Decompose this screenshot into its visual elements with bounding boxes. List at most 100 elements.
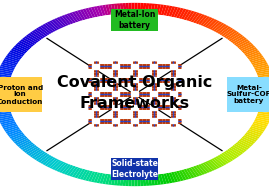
- Polygon shape: [232, 36, 245, 44]
- Polygon shape: [233, 144, 247, 151]
- Polygon shape: [0, 94, 8, 96]
- Polygon shape: [232, 145, 245, 153]
- Polygon shape: [105, 174, 111, 184]
- Polygon shape: [0, 68, 13, 73]
- Polygon shape: [259, 106, 269, 110]
- Polygon shape: [17, 42, 31, 50]
- Polygon shape: [49, 159, 60, 169]
- Polygon shape: [123, 3, 126, 14]
- Polygon shape: [129, 3, 132, 13]
- Polygon shape: [0, 101, 9, 104]
- Polygon shape: [3, 124, 18, 130]
- Bar: [170, 77, 177, 82]
- Bar: [92, 91, 99, 96]
- Polygon shape: [0, 96, 8, 98]
- Polygon shape: [235, 39, 249, 47]
- Polygon shape: [158, 174, 164, 184]
- Polygon shape: [249, 55, 264, 61]
- Bar: [92, 77, 99, 82]
- Polygon shape: [235, 142, 249, 150]
- Polygon shape: [202, 162, 213, 172]
- Polygon shape: [153, 175, 158, 185]
- Bar: [112, 105, 119, 110]
- Polygon shape: [11, 134, 25, 140]
- Polygon shape: [56, 17, 67, 27]
- Polygon shape: [126, 3, 129, 13]
- Polygon shape: [145, 3, 149, 14]
- Polygon shape: [59, 163, 69, 173]
- Polygon shape: [255, 118, 269, 123]
- Polygon shape: [0, 70, 13, 74]
- Polygon shape: [80, 9, 88, 20]
- Bar: [92, 118, 99, 123]
- Polygon shape: [8, 52, 22, 58]
- Polygon shape: [188, 167, 197, 177]
- Polygon shape: [1, 121, 16, 126]
- Polygon shape: [213, 157, 225, 166]
- Polygon shape: [0, 120, 15, 125]
- Polygon shape: [207, 160, 218, 170]
- Polygon shape: [238, 139, 252, 147]
- Polygon shape: [240, 44, 254, 51]
- Polygon shape: [195, 14, 205, 24]
- Polygon shape: [237, 41, 250, 48]
- Polygon shape: [247, 131, 261, 137]
- Polygon shape: [140, 3, 143, 13]
- Polygon shape: [223, 29, 235, 38]
- Polygon shape: [155, 174, 161, 185]
- Polygon shape: [260, 101, 269, 104]
- Polygon shape: [5, 55, 20, 61]
- Polygon shape: [166, 173, 172, 183]
- Polygon shape: [0, 116, 13, 121]
- Polygon shape: [108, 174, 114, 185]
- Polygon shape: [200, 163, 210, 173]
- Polygon shape: [191, 12, 200, 22]
- Polygon shape: [225, 150, 238, 159]
- Polygon shape: [38, 154, 50, 163]
- Polygon shape: [97, 173, 103, 183]
- Polygon shape: [155, 4, 161, 15]
- Bar: [131, 91, 138, 96]
- Polygon shape: [217, 25, 229, 34]
- Polygon shape: [11, 49, 25, 55]
- Polygon shape: [91, 172, 98, 182]
- Bar: [131, 118, 138, 123]
- Polygon shape: [243, 47, 257, 54]
- Bar: [150, 77, 157, 82]
- Polygon shape: [0, 87, 9, 89]
- Text: Covalent Organic: Covalent Organic: [57, 75, 212, 90]
- Polygon shape: [227, 149, 239, 157]
- Polygon shape: [207, 19, 218, 29]
- Polygon shape: [225, 30, 238, 39]
- Polygon shape: [256, 70, 269, 74]
- Polygon shape: [94, 172, 101, 183]
- Polygon shape: [143, 3, 146, 14]
- Polygon shape: [64, 165, 74, 175]
- Polygon shape: [251, 59, 266, 65]
- Polygon shape: [7, 129, 21, 135]
- Polygon shape: [228, 33, 241, 41]
- Polygon shape: [258, 111, 269, 115]
- Polygon shape: [40, 25, 52, 34]
- Polygon shape: [253, 63, 268, 68]
- Polygon shape: [258, 110, 269, 114]
- Polygon shape: [221, 153, 233, 161]
- Polygon shape: [59, 16, 69, 26]
- Polygon shape: [238, 42, 252, 50]
- Polygon shape: [219, 26, 231, 35]
- Polygon shape: [0, 85, 9, 88]
- Polygon shape: [0, 93, 8, 94]
- Polygon shape: [19, 141, 32, 148]
- Polygon shape: [174, 171, 181, 182]
- Bar: [92, 64, 99, 69]
- Polygon shape: [202, 17, 213, 27]
- Polygon shape: [72, 12, 81, 22]
- Polygon shape: [99, 173, 106, 184]
- Polygon shape: [72, 167, 81, 177]
- Polygon shape: [1, 63, 16, 68]
- Polygon shape: [183, 10, 192, 20]
- Polygon shape: [64, 14, 74, 24]
- Polygon shape: [0, 98, 8, 100]
- Polygon shape: [36, 28, 48, 36]
- Polygon shape: [161, 174, 167, 184]
